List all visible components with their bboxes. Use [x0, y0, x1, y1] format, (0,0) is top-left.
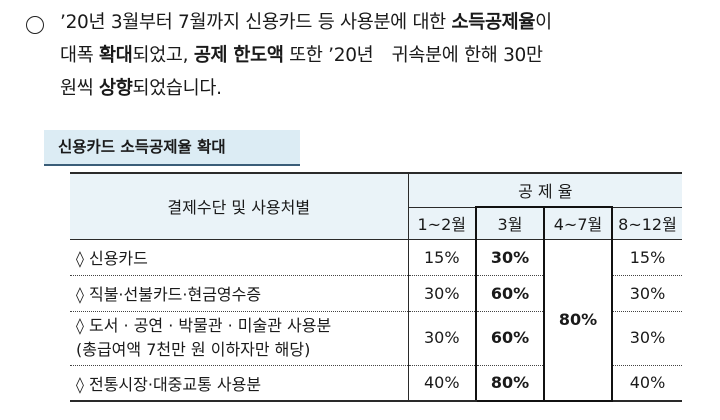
table-row: ◊ 전통시장·대중교통 사용분 40% 80% 40% [70, 365, 682, 402]
header-period-3: 4~7월 [544, 206, 613, 240]
section-title: 신용카드 소득공제율 확대 [44, 130, 300, 166]
intro-line2-end: 또한 ’20년 귀속분에 한해 30만 [283, 45, 543, 66]
rate-aug-dec: 30% [612, 275, 682, 312]
row-label: ◊ 신용카드 [70, 239, 409, 276]
intro-line2-bold1: 확대 [99, 45, 133, 66]
row-label-line2: (총급여액 7천만 원 이하자만 해당) [76, 340, 311, 359]
row-label: ◊ 직불·선불카드·현금영수증 [70, 275, 409, 312]
intro-line2-text: 대폭 [60, 45, 100, 66]
hollow-circle-icon [26, 16, 44, 34]
table-row: ◊ 도서 · 공연 · 박물관 · 미술관 사용분 (총급여액 7천만 원 이하… [70, 311, 682, 366]
table-row: ◊ 직불·선불카드·현금영수증 30% 60% 30% [70, 275, 682, 312]
row-label: ◊ 도서 · 공연 · 박물관 · 미술관 사용분 (총급여액 7천만 원 이하… [70, 311, 409, 366]
intro-line3-end: 되었습니다. [132, 78, 222, 99]
header-rate: 공 제 율 [408, 172, 682, 208]
intro-text: ’20년 3월부터 7월까지 신용카드 등 사용분에 대한 소득공제율이 대폭 … [60, 6, 712, 105]
intro-line1-end: 이 [535, 12, 552, 33]
rate-jan-feb: 30% [408, 275, 477, 312]
intro-line2-mid: 되었고, [132, 45, 194, 66]
rate-jan-feb: 15% [408, 239, 477, 276]
rate-mar: 60% [475, 311, 545, 366]
rate-aug-dec: 15% [612, 239, 682, 276]
intro-line1-text: ’20년 3월부터 7월까지 신용카드 등 사용분에 대한 [60, 12, 452, 33]
rate-jan-feb: 30% [408, 311, 477, 366]
intro-line3-bold: 상향 [99, 78, 133, 99]
rate-mar: 30% [475, 239, 545, 276]
deduction-rate-table: 결제수단 및 사용처별 공 제 율 1~2월 3월 4~7월 8~12월 ◊ 신… [70, 172, 682, 402]
rate-aug-dec: 40% [612, 365, 682, 402]
rate-aug-dec: 30% [612, 311, 682, 366]
rate-jan-feb: 40% [408, 365, 477, 402]
header-method: 결제수단 및 사용처별 [70, 172, 409, 240]
rate-mar: 60% [475, 275, 545, 312]
header-period-1: 1~2월 [408, 207, 477, 240]
intro-paragraph: ’20년 3월부터 7월까지 신용카드 등 사용분에 대한 소득공제율이 대폭 … [22, 6, 712, 105]
rate-apr-jul-merged: 80% [544, 239, 613, 402]
intro-line1-bold: 소득공제율 [451, 12, 536, 33]
header-period-2: 3월 [475, 206, 545, 240]
row-label: ◊ 전통시장·대중교통 사용분 [70, 365, 409, 402]
rate-mar: 80% [475, 365, 545, 402]
row-label-line1: ◊ 도서 · 공연 · 박물관 · 미술관 사용분 [76, 316, 332, 335]
intro-line2-bold2: 공제 한도액 [193, 45, 284, 66]
table-row: ◊ 신용카드 15% 30% 80% 15% [70, 239, 682, 402]
intro-line3-text: 원씩 [60, 78, 100, 99]
header-period-4: 8~12월 [612, 207, 682, 240]
